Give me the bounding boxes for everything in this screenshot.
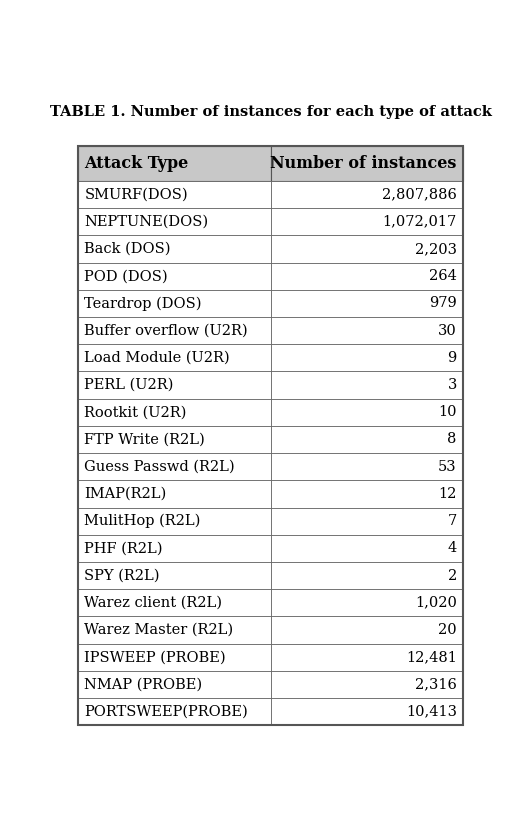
Bar — [271, 671, 463, 698]
Bar — [78, 480, 270, 507]
Text: SPY (R2L): SPY (R2L) — [84, 569, 160, 583]
Bar — [78, 344, 270, 372]
Bar — [78, 181, 270, 208]
Text: 10: 10 — [438, 405, 457, 419]
Bar — [271, 317, 463, 344]
Bar — [78, 698, 270, 725]
Bar — [271, 399, 463, 426]
Text: 979: 979 — [429, 297, 457, 311]
Bar — [271, 146, 463, 181]
Bar — [78, 562, 270, 589]
Text: MulitHop (R2L): MulitHop (R2L) — [84, 514, 201, 529]
Bar — [271, 290, 463, 317]
Text: Load Module (U2R): Load Module (U2R) — [84, 351, 230, 365]
Bar — [78, 372, 270, 399]
Text: Teardrop (DOS): Teardrop (DOS) — [84, 296, 202, 311]
Text: 2: 2 — [448, 569, 457, 583]
Text: Rootkit (U2R): Rootkit (U2R) — [84, 405, 187, 419]
Text: Back (DOS): Back (DOS) — [84, 242, 171, 256]
Text: SMURF(DOS): SMURF(DOS) — [84, 187, 188, 201]
Text: 12,481: 12,481 — [406, 650, 457, 664]
Text: 264: 264 — [429, 269, 457, 284]
Text: 4: 4 — [448, 542, 457, 556]
Bar — [78, 262, 270, 290]
Text: 53: 53 — [438, 459, 457, 473]
Text: 2,203: 2,203 — [415, 242, 457, 256]
Text: FTP Write (R2L): FTP Write (R2L) — [84, 432, 205, 446]
Text: 20: 20 — [438, 623, 457, 637]
Text: PHF (R2L): PHF (R2L) — [84, 542, 163, 556]
Text: PERL (U2R): PERL (U2R) — [84, 378, 174, 392]
Text: 10,413: 10,413 — [406, 704, 457, 718]
Bar — [271, 235, 463, 262]
Bar — [271, 372, 463, 399]
Text: Buffer overflow (U2R): Buffer overflow (U2R) — [84, 324, 248, 338]
Text: TABLE 1. Number of instances for each type of attack: TABLE 1. Number of instances for each ty… — [50, 105, 492, 119]
Text: Number of instances: Number of instances — [270, 155, 457, 172]
Bar — [78, 671, 270, 698]
Text: Attack Type: Attack Type — [84, 155, 188, 172]
Bar — [78, 290, 270, 317]
Text: 8: 8 — [447, 432, 457, 446]
Text: 2,316: 2,316 — [415, 677, 457, 691]
Bar — [271, 562, 463, 589]
Text: Warez client (R2L): Warez client (R2L) — [84, 596, 222, 610]
Bar — [78, 453, 270, 480]
Bar — [78, 616, 270, 644]
Bar — [78, 589, 270, 616]
Text: PORTSWEEP(PROBE): PORTSWEEP(PROBE) — [84, 704, 248, 718]
Text: NMAP (PROBE): NMAP (PROBE) — [84, 677, 203, 691]
Bar — [271, 262, 463, 290]
Text: 2,807,886: 2,807,886 — [382, 187, 457, 201]
Text: 12: 12 — [438, 487, 457, 501]
Text: 3: 3 — [447, 378, 457, 392]
Text: 30: 30 — [438, 324, 457, 338]
Bar — [271, 426, 463, 453]
Bar — [271, 181, 463, 208]
Bar — [271, 589, 463, 616]
Bar — [271, 453, 463, 480]
Bar — [271, 507, 463, 535]
Text: Warez Master (R2L): Warez Master (R2L) — [84, 623, 233, 637]
Bar — [271, 616, 463, 644]
Bar — [271, 208, 463, 235]
Text: IPSWEEP (PROBE): IPSWEEP (PROBE) — [84, 650, 226, 664]
Text: 1,072,017: 1,072,017 — [382, 215, 457, 229]
Bar — [78, 426, 270, 453]
Text: IMAP(R2L): IMAP(R2L) — [84, 487, 167, 501]
Bar — [271, 344, 463, 372]
Bar — [78, 399, 270, 426]
Text: Guess Passwd (R2L): Guess Passwd (R2L) — [84, 459, 235, 473]
Bar — [271, 535, 463, 562]
Bar — [78, 644, 270, 671]
Bar — [78, 235, 270, 262]
Bar — [78, 317, 270, 344]
Bar — [271, 480, 463, 507]
Text: POD (DOS): POD (DOS) — [84, 269, 168, 284]
Bar — [78, 208, 270, 235]
Bar — [271, 644, 463, 671]
Text: 9: 9 — [448, 351, 457, 365]
Text: 1,020: 1,020 — [415, 596, 457, 610]
Bar — [78, 507, 270, 535]
Bar — [78, 535, 270, 562]
Text: NEPTUNE(DOS): NEPTUNE(DOS) — [84, 215, 209, 229]
Bar — [78, 146, 270, 181]
Bar — [271, 698, 463, 725]
Text: 7: 7 — [448, 514, 457, 528]
